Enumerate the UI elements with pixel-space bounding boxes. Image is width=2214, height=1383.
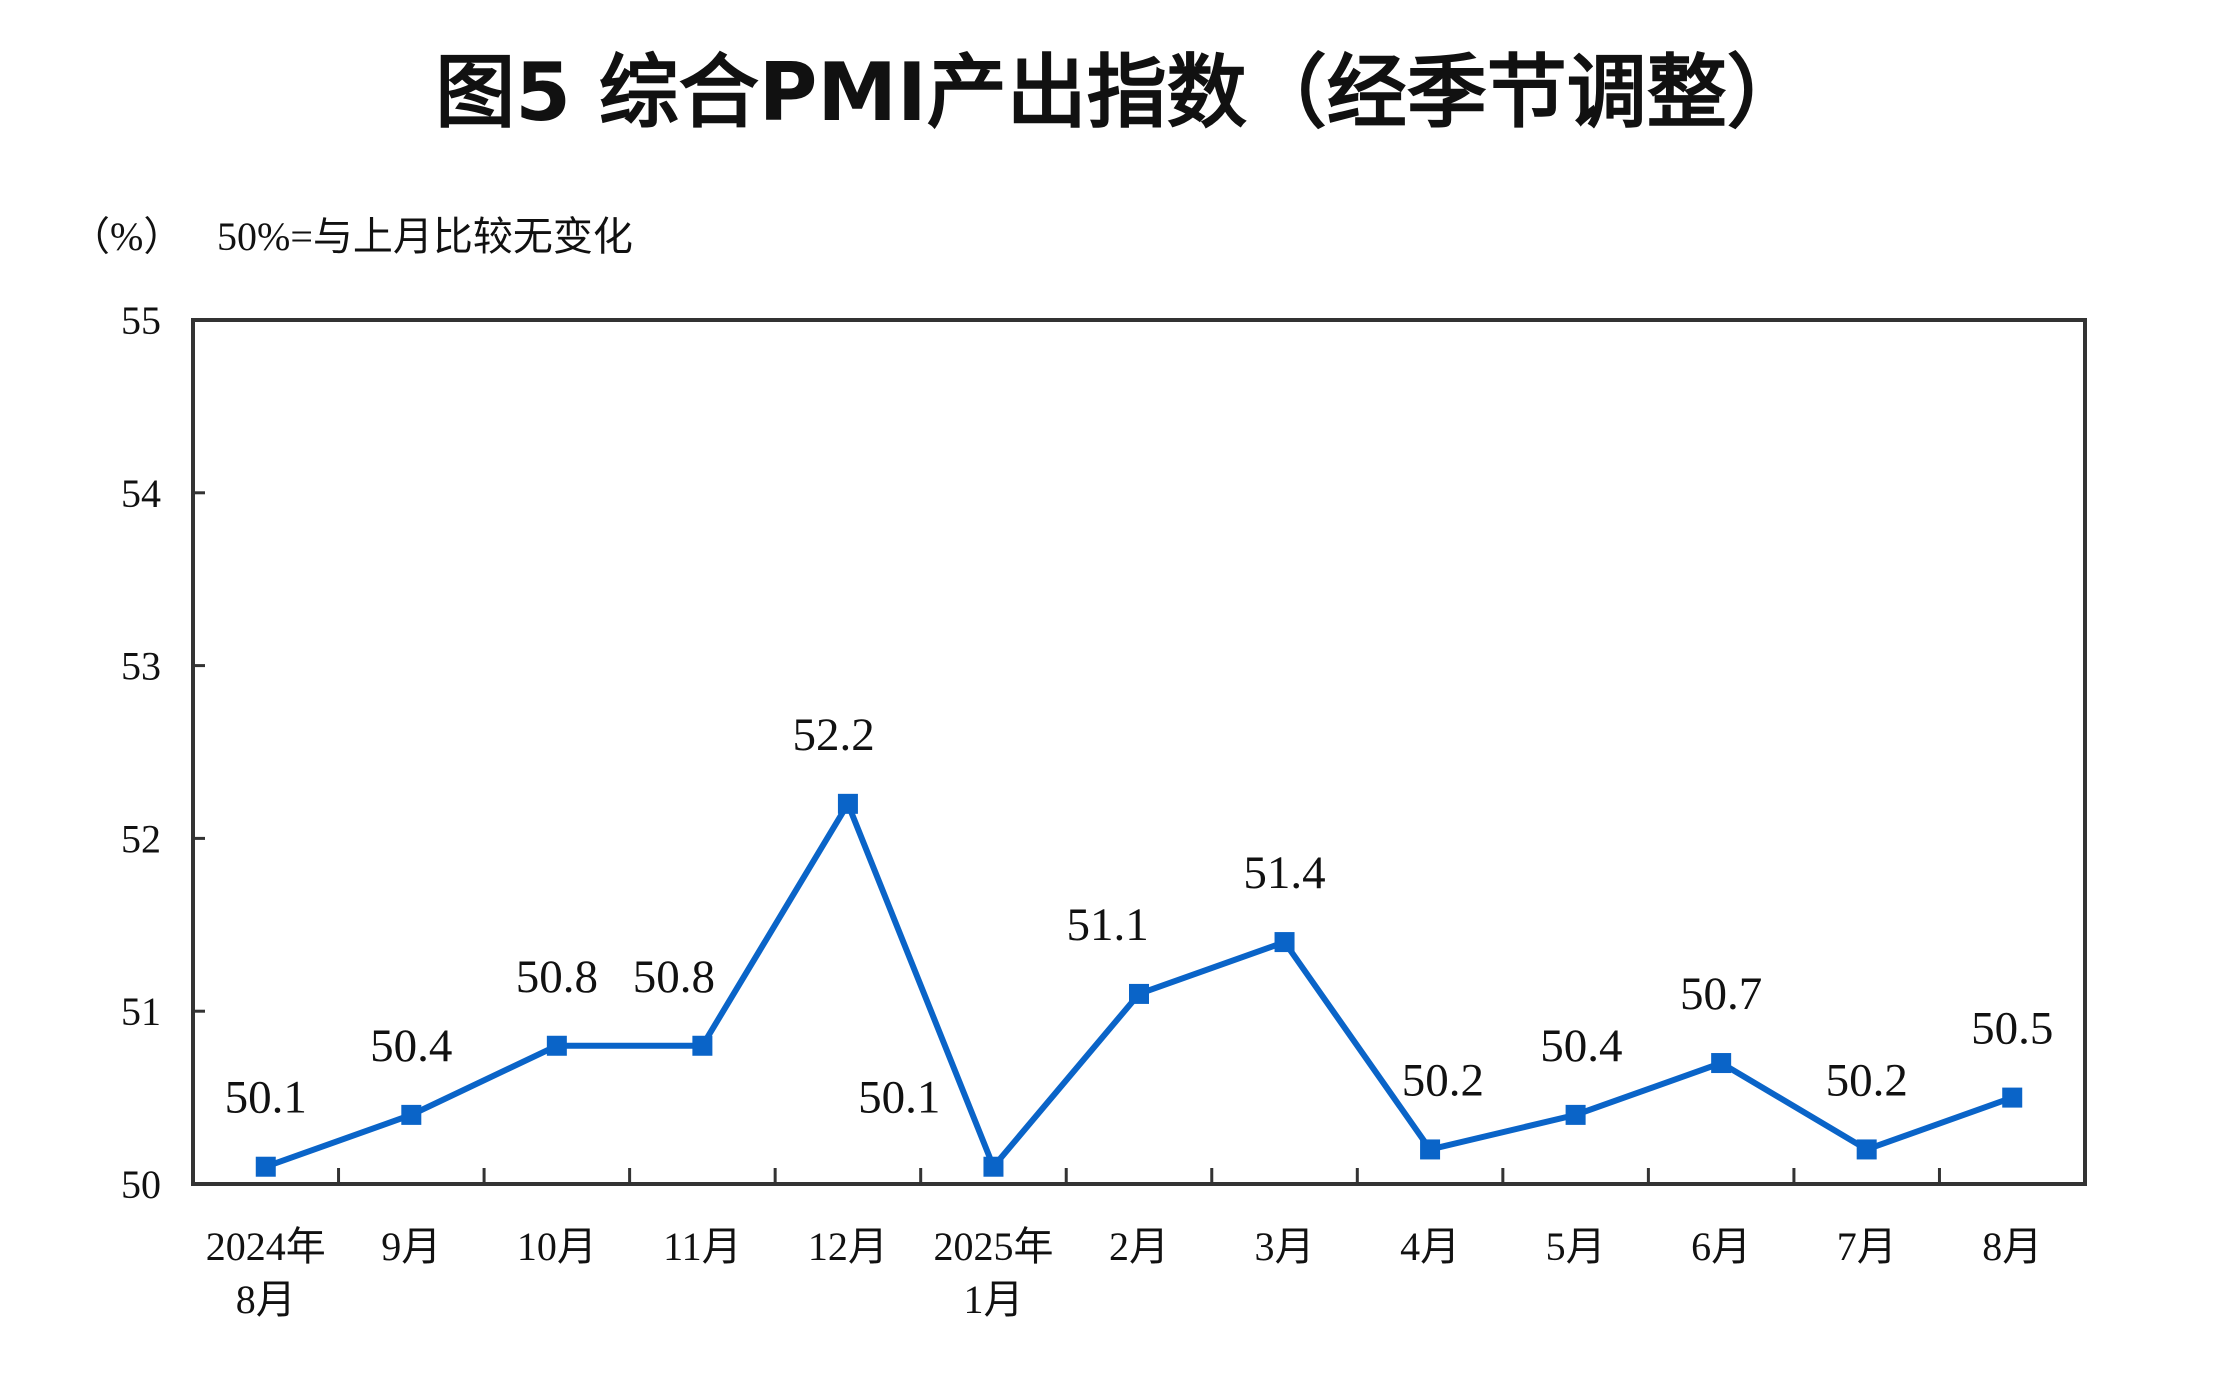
data-point-marker <box>546 1035 567 1056</box>
y-tick-label: 50 <box>121 1162 161 1207</box>
data-label: 50.5 <box>1971 1003 2053 1055</box>
y-tick-label: 51 <box>121 989 161 1034</box>
y-tick-label: 53 <box>121 644 161 689</box>
data-label: 50.1 <box>225 1072 307 1124</box>
x-tick-label: 12月 <box>808 1224 888 1269</box>
x-tick-label: 9月 <box>381 1224 441 1269</box>
data-point-marker <box>1856 1139 1877 1160</box>
x-tick-label: 4月 <box>1400 1224 1460 1269</box>
data-label: 50.2 <box>1402 1054 1484 1106</box>
x-tick-label: 2024年 <box>206 1224 326 1269</box>
data-label: 50.4 <box>370 1020 452 1072</box>
data-label: 51.1 <box>1066 899 1148 951</box>
data-point-marker <box>983 1156 1004 1177</box>
data-label: 50.7 <box>1680 968 1762 1020</box>
data-point-marker <box>255 1156 276 1177</box>
data-point-marker <box>401 1104 422 1125</box>
x-tick-label: 6月 <box>1691 1224 1751 1269</box>
data-label: 51.4 <box>1243 847 1325 899</box>
x-tick-label: 1月 <box>963 1277 1023 1322</box>
x-tick-label: 3月 <box>1255 1224 1315 1269</box>
y-tick-label: 55 <box>121 298 161 343</box>
data-point-marker <box>1711 1053 1732 1074</box>
x-tick-label: 10月 <box>517 1224 597 1269</box>
data-label: 52.2 <box>793 709 875 761</box>
data-label: 50.8 <box>633 951 715 1003</box>
data-label: 50.8 <box>516 951 598 1003</box>
x-tick-label: 2月 <box>1109 1224 1169 1269</box>
y-unit-label: （%） <box>70 214 183 259</box>
data-label: 50.1 <box>858 1072 940 1124</box>
chart-title: 图5 综合PMI产出指数（经季节调整） <box>435 46 1807 139</box>
x-tick-label: 7月 <box>1837 1224 1897 1269</box>
data-point-marker <box>692 1035 713 1056</box>
x-tick-label: 2025年 <box>933 1224 1053 1269</box>
data-point-marker <box>1420 1139 1441 1160</box>
y-tick-label: 52 <box>121 816 161 861</box>
data-point-marker <box>837 793 858 814</box>
x-tick-label: 8月 <box>1982 1224 2042 1269</box>
x-tick-label: 11月 <box>663 1224 742 1269</box>
data-point-marker <box>1129 983 1149 1004</box>
y-tick-label: 54 <box>121 471 161 516</box>
data-point-marker <box>2002 1087 2023 1108</box>
plot-frame <box>191 318 2087 1186</box>
chart-note: 50%=与上月比较无变化 <box>217 214 633 259</box>
x-tick-label: 8月 <box>236 1277 296 1322</box>
data-label: 50.2 <box>1826 1054 1908 1106</box>
data-label: 50.4 <box>1540 1020 1622 1072</box>
x-tick-label: 5月 <box>1546 1224 1606 1269</box>
data-point-marker <box>1274 932 1295 953</box>
data-point-marker <box>1565 1104 1586 1125</box>
